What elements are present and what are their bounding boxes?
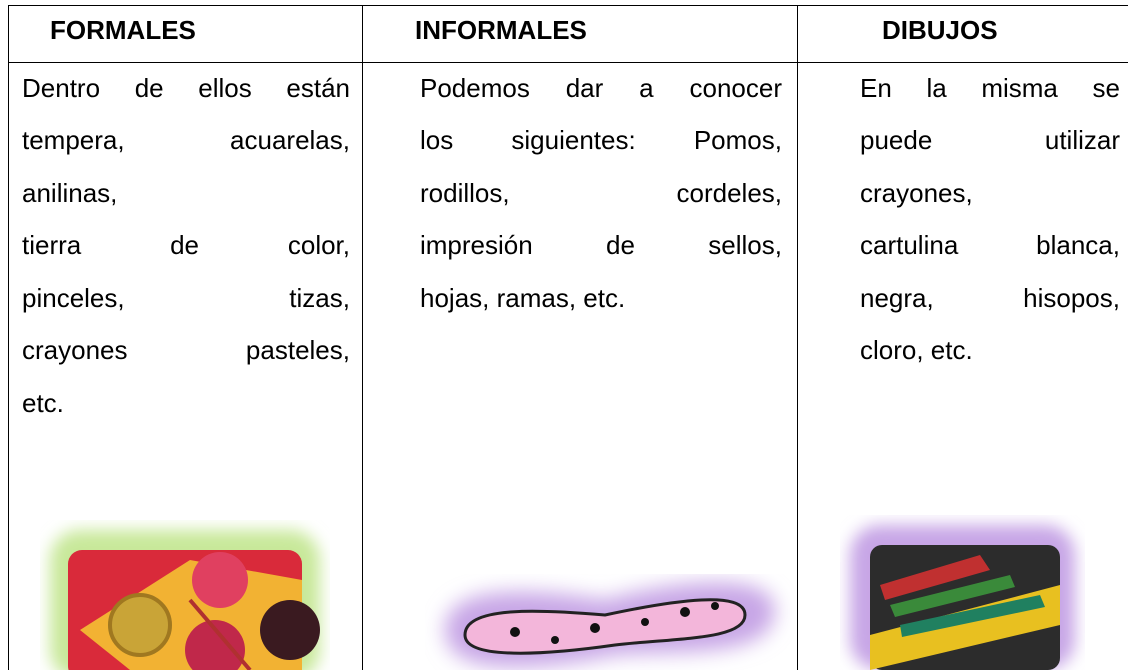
header: FORMALES xyxy=(50,15,196,45)
cell-line: rodillos, cordeles, xyxy=(420,178,782,208)
cell-line: anilinas, xyxy=(22,178,118,208)
cell-line: impresión de sellos, xyxy=(420,230,782,260)
border xyxy=(8,5,9,670)
cell-line: crayones pasteles, xyxy=(22,335,350,365)
header: INFORMALES xyxy=(415,15,587,45)
cell-line: cartulina blanca, xyxy=(860,230,1120,260)
cell-line: puede utilizar xyxy=(860,125,1120,155)
header: DIBUJOS xyxy=(882,15,998,45)
cell-line: negra, hisopos, xyxy=(860,283,1120,313)
cell-line: Podemos dar a conocer xyxy=(420,73,782,103)
border xyxy=(797,5,798,670)
cell-line: En la misma se xyxy=(860,73,1120,103)
crayons-image xyxy=(850,525,1075,670)
cell-line: crayones, xyxy=(860,178,973,208)
border xyxy=(8,62,1128,63)
cell-line: etc. xyxy=(22,388,64,418)
cell-line: pinceles, tizas, xyxy=(22,283,350,313)
roller-image xyxy=(445,582,775,668)
cell-line: Dentro de ellos están xyxy=(22,73,350,103)
cell-line: tempera, acuarelas, xyxy=(22,125,350,155)
border xyxy=(8,5,1128,6)
cell-line: tierra de color, xyxy=(22,230,350,260)
cell-line: los siguientes: Pomos, xyxy=(420,125,782,155)
paint-palette-image xyxy=(50,530,320,670)
cell-line: cloro, etc. xyxy=(860,335,973,365)
border xyxy=(362,5,363,670)
cell-line: hojas, ramas, etc. xyxy=(420,283,626,313)
